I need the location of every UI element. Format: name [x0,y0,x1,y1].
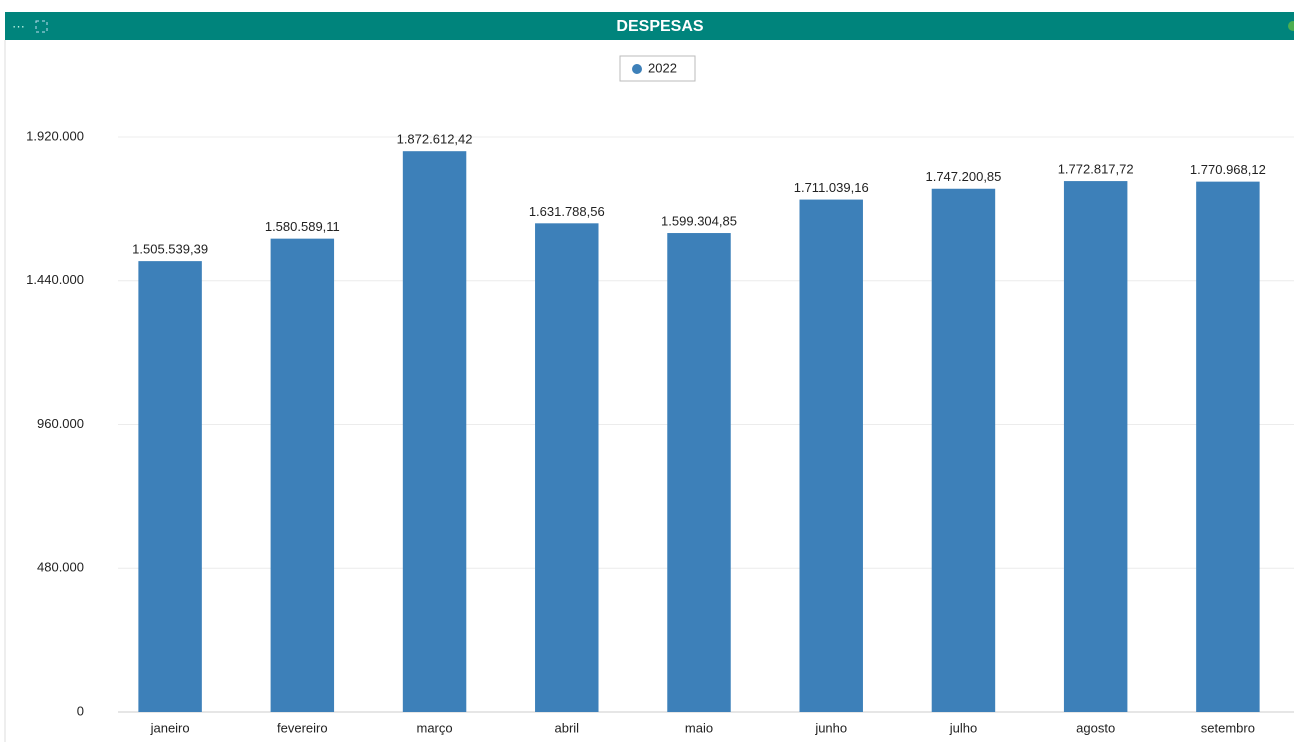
y-tick-label: 1.440.000 [26,272,84,287]
x-tick-label: setembro [1201,720,1255,735]
y-tick-label: 480.000 [37,560,84,575]
y-tick-label: 1.920.000 [26,128,84,143]
bar [667,233,731,713]
legend-label: 2022 [648,60,677,75]
value-label: 1.711.039,16 [794,180,869,195]
header-bar [5,12,1294,40]
x-tick-label: março [416,720,452,735]
bar [931,188,996,712]
bar [1196,181,1260,712]
x-tick-label: julho [949,720,977,735]
value-label: 1.770.968,12 [1190,162,1266,177]
bar [535,223,599,712]
status-dot [1288,21,1294,31]
value-label: 1.599.304,85 [661,213,737,228]
bar [799,199,863,713]
value-label: 1.631.788,56 [529,204,605,219]
bar [1063,181,1128,713]
value-label: 1.580.589,11 [265,219,340,234]
legend-marker [632,64,642,74]
menu-icon[interactable]: ··· [12,18,25,33]
x-tick-label: abril [554,720,579,735]
value-label: 1.872.612,42 [397,132,473,147]
bar [138,261,202,712]
x-tick-label: junho [814,720,847,735]
bar [402,151,467,712]
y-tick-label: 0 [77,703,84,718]
x-tick-label: agosto [1076,720,1115,735]
value-label: 1.772.817,72 [1058,162,1134,177]
value-label: 1.747.200,85 [925,169,1001,184]
bar [270,238,335,712]
x-tick-label: janeiro [150,720,190,735]
value-label: 1.505.539,39 [132,242,208,257]
chart-title: DESPESAS [616,18,703,35]
y-tick-label: 960.000 [37,416,84,431]
x-tick-label: maio [685,720,713,735]
expand-icon[interactable] [35,20,48,33]
x-tick-label: fevereiro [277,720,328,735]
